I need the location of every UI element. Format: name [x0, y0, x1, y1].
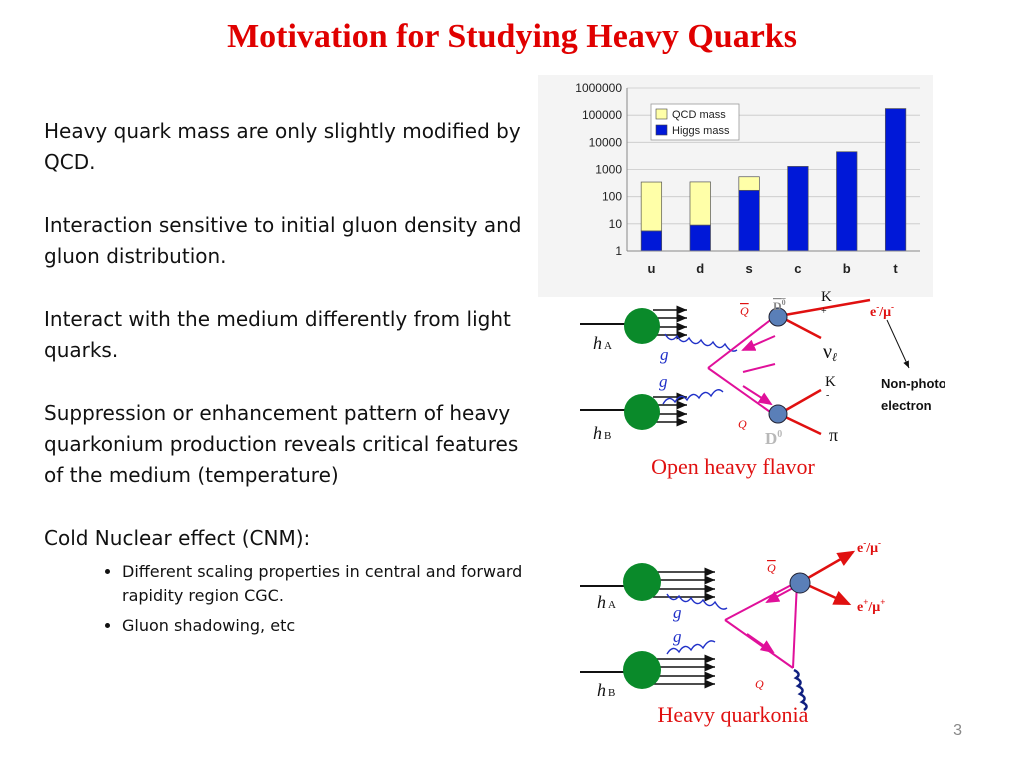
non-photonic-label-1: Non-photonic [881, 376, 945, 391]
gluon-label-1: g [673, 603, 682, 622]
open-flavor-caption: Open heavy flavor [651, 454, 815, 479]
non-photonic-label-2: electron [881, 398, 932, 413]
legend-label-qcd: QCD mass [672, 109, 726, 121]
hadron-B-circle [624, 394, 660, 430]
neutrino-label: νℓ [823, 341, 837, 364]
y-tick-label: 1000000 [575, 81, 622, 95]
antiquark-label: Q [767, 561, 776, 575]
gluon-label-2: g [673, 627, 682, 646]
y-tick-label: 10 [609, 217, 623, 231]
quarkonia-caption: Heavy quarkonia [658, 702, 809, 727]
slide-title: Motivation for Studying Heavy Quarks [227, 18, 797, 55]
page-number: 3 [953, 722, 962, 739]
pointer-arrow [886, 319, 910, 369]
mass-bar-chart: 1 10 100 1000 10000 100000 1000000 u d s c b t QCD … [538, 75, 933, 297]
gluon-line-2 [666, 640, 716, 655]
bar-qcd-mass-u [640, 181, 663, 232]
gluon-line-1 [664, 333, 738, 352]
bar-higgs-mass-c [787, 166, 809, 252]
y-tick-label: 1000 [595, 163, 622, 177]
bar-higgs-mass-u [640, 230, 663, 252]
meson-vertex-bottom [768, 404, 788, 424]
x-tick-label: c [794, 261, 801, 276]
decay-lines [778, 298, 871, 436]
lepton-label: e-/μ- [870, 302, 894, 320]
bar-higgs-mass-b [836, 151, 858, 252]
bullet-item: Interaction sensitive to initial gluon d… [44, 213, 522, 268]
dbar-label: D0 [773, 298, 786, 313]
sub-bullet-item: Different scaling properties in central … [122, 560, 539, 608]
gluon-label-2: g [659, 372, 668, 391]
y-tick-label: 100 [602, 190, 622, 204]
quark-label: Q [755, 677, 764, 691]
gluon-emission [793, 668, 808, 712]
y-tick-label: 10000 [589, 135, 623, 149]
bar-qcd-mass-d [689, 181, 711, 226]
hadron-B-circle [623, 651, 661, 689]
bullet-list: Heavy quark mass are only slightly modif… [44, 116, 539, 644]
meson-vertex-top [768, 307, 788, 327]
y-tick-label: 1 [615, 244, 622, 258]
lepton-plus-label: e+/μ+ [857, 597, 885, 615]
bullet-item: Suppression or enhancement pattern of he… [44, 401, 519, 487]
kaon-plus-label: K + [821, 289, 832, 317]
hadron-A-circle [624, 308, 660, 344]
antiquark-label: Q [740, 304, 749, 318]
bullet-item: Interact with the medium differently fro… [44, 307, 511, 362]
legend-swatch-higgs [655, 124, 668, 136]
hadron-A-circle [623, 563, 661, 601]
quark-lines [707, 317, 776, 415]
bar-higgs-mass-d [689, 224, 711, 252]
legend-label-higgs: Higgs mass [672, 125, 730, 137]
sub-bullet-list: Different scaling properties in central … [44, 560, 539, 638]
y-tick-label: 100000 [582, 108, 622, 122]
x-tick-label: b [843, 261, 851, 276]
legend-swatch-qcd [655, 108, 668, 120]
bar-qcd-mass-s [738, 176, 760, 191]
kaon-minus-label: K- [825, 374, 836, 401]
bar-higgs-mass-s [738, 189, 760, 252]
gluon-line-2 [662, 389, 724, 405]
chart-legend: QCD mass Higgs mass [650, 103, 740, 141]
d0-label: D0 [765, 429, 782, 448]
bullet-item: Cold Nuclear effect (CNM): [44, 526, 311, 550]
x-tick-label: d [696, 261, 704, 276]
quarkonium-vertex [789, 572, 811, 594]
gluon-line-1 [666, 593, 728, 610]
quark-lines [724, 581, 798, 669]
pion-label: π [829, 425, 838, 445]
quark-label: Q [738, 417, 747, 431]
bar-higgs-mass-t [884, 108, 907, 252]
x-tick-label: s [745, 261, 752, 276]
gluon-label-1: g [660, 345, 669, 364]
lepton-minus-label: e-/μ- [857, 538, 881, 556]
bullet-item: Heavy quark mass are only slightly modif… [44, 119, 521, 174]
sub-bullet-item: Gluon shadowing, etc [122, 614, 539, 638]
x-tick-label: u [647, 261, 655, 276]
x-tick-label: t [893, 261, 898, 276]
